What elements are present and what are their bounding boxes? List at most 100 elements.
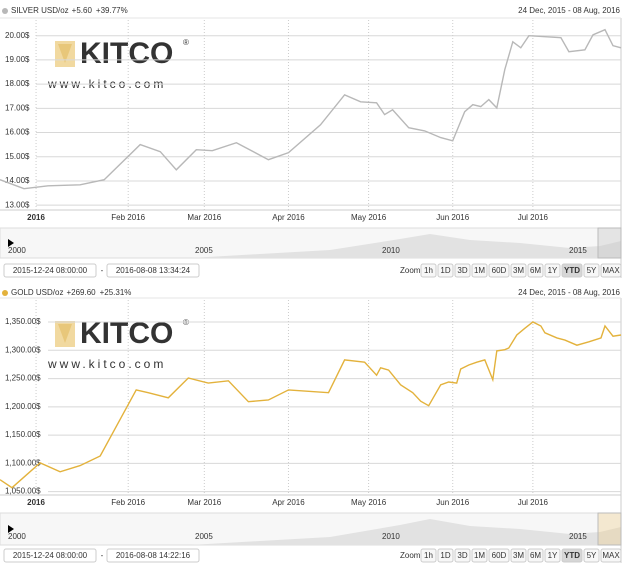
zoom-button-label: 5Y	[587, 266, 597, 275]
from-text: 2015-12-24 08:00:00	[13, 266, 88, 275]
watermark-mark: ®	[183, 38, 189, 47]
x-tick-label: Mar 2016	[187, 213, 221, 222]
navigator-label: 2015	[569, 246, 587, 255]
y-tick-label: 1,350.00$	[5, 317, 41, 326]
y-tick-label: 1,050.00$	[5, 487, 41, 496]
navigator-area	[190, 519, 621, 545]
price-line	[0, 28, 622, 190]
x-tick-label: Apr 2016	[272, 213, 305, 222]
zoom-button-label: 1Y	[548, 266, 558, 275]
x-tick-label: Jun 2016	[436, 213, 469, 222]
zoom-button[interactable]	[544, 263, 561, 278]
zoom-button-label: 1M	[474, 266, 485, 275]
to-input[interactable]	[106, 263, 200, 278]
watermark-brand: KITCO	[80, 37, 173, 70]
separator: -	[101, 551, 104, 560]
zoom-button-label: 6M	[530, 551, 541, 560]
zoom-button[interactable]	[488, 548, 510, 563]
zoom-button[interactable]	[420, 548, 437, 563]
zoom-button[interactable]	[471, 263, 488, 278]
x-tick-label: Jul 2016	[518, 498, 549, 507]
x-tick-label: Jun 2016	[436, 498, 469, 507]
x-tick-label: Mar 2016	[187, 498, 221, 507]
zoom-button-label: 1M	[474, 551, 485, 560]
separator: -	[101, 266, 104, 275]
from-input[interactable]	[3, 263, 97, 278]
y-tick-label: 15.00$	[5, 152, 30, 161]
zoom-label: Zoom:	[400, 266, 423, 275]
zoom-button-label: 1h	[424, 266, 433, 275]
y-tick-label: 13.00$	[5, 200, 30, 209]
zoom-button-label: 6M	[530, 266, 541, 275]
navigator-window[interactable]	[597, 512, 622, 546]
legend-dot	[2, 8, 8, 14]
y-tick-label: 1,300.00$	[5, 345, 41, 354]
y-tick-label: 1,100.00$	[5, 458, 41, 467]
zoom-button-label: 60D	[492, 266, 507, 275]
x-tick-label: Feb 2016	[111, 213, 145, 222]
change: +269.60	[66, 288, 96, 297]
y-tick-label: 14.00$	[5, 176, 30, 185]
price-line	[0, 321, 622, 489]
navigator-label: 2005	[195, 246, 213, 255]
logo-icon	[58, 324, 72, 343]
zoom-button[interactable]	[488, 263, 510, 278]
zoom-button[interactable]	[561, 263, 583, 278]
logo-icon	[58, 44, 72, 63]
to-text: 2016-08-08 13:34:24	[116, 266, 191, 275]
play-button[interactable]	[8, 239, 14, 247]
x-tick-label: May 2016	[351, 213, 387, 222]
zoom-button[interactable]	[583, 263, 600, 278]
from-input[interactable]	[3, 548, 97, 563]
navigator-label: 2015	[569, 532, 587, 541]
zoom-button[interactable]	[600, 548, 622, 563]
change: +5.60	[72, 6, 93, 15]
zoom-button[interactable]	[583, 548, 600, 563]
x-tick-label: Apr 2016	[272, 498, 305, 507]
zoom-button[interactable]	[510, 548, 527, 563]
y-tick-label: 1,150.00$	[5, 430, 41, 439]
x-tick-label: 2016	[27, 213, 45, 222]
zoom-button-label: 3M	[513, 266, 524, 275]
y-tick-label: 19.00$	[5, 55, 30, 64]
zoom-button[interactable]	[437, 263, 454, 278]
change-pct: +39.77%	[96, 6, 128, 15]
to-text: 2016-08-08 14:22:16	[116, 551, 191, 560]
zoom-button-label: 3M	[513, 551, 524, 560]
zoom-button-label: 5Y	[587, 551, 597, 560]
zoom-button-label: 1D	[440, 266, 450, 275]
zoom-button[interactable]	[471, 548, 488, 563]
watermark-mark: ®	[183, 318, 189, 327]
change-pct: +25.31%	[100, 288, 132, 297]
x-tick-label: May 2016	[351, 498, 387, 507]
to-input[interactable]	[106, 548, 200, 563]
x-tick-label: Feb 2016	[111, 498, 145, 507]
zoom-button[interactable]	[454, 263, 471, 278]
zoom-button-label: 1h	[424, 551, 433, 560]
zoom-button-label: MAX	[602, 551, 620, 560]
date-range: 24 Dec, 2015 - 08 Aug, 2016	[518, 6, 620, 15]
play-button[interactable]	[8, 525, 14, 533]
zoom-button[interactable]	[510, 263, 527, 278]
zoom-button-label: YTD	[564, 551, 580, 560]
navigator-label: 2000	[8, 246, 26, 255]
zoom-button[interactable]	[437, 548, 454, 563]
zoom-button[interactable]	[544, 548, 561, 563]
watermark-url: www.kitco.com	[47, 357, 166, 371]
zoom-button-label: 1D	[440, 551, 450, 560]
from-text: 2015-12-24 08:00:00	[13, 551, 88, 560]
zoom-button-label: MAX	[602, 266, 620, 275]
zoom-button[interactable]	[527, 548, 544, 563]
zoom-button-label: 3D	[457, 551, 467, 560]
zoom-button[interactable]	[527, 263, 544, 278]
y-tick-label: 17.00$	[5, 103, 30, 112]
zoom-button-label: 3D	[457, 266, 467, 275]
zoom-button[interactable]	[420, 263, 437, 278]
zoom-button[interactable]	[561, 548, 583, 563]
y-tick-label: 1,200.00$	[5, 402, 41, 411]
zoom-button[interactable]	[600, 263, 622, 278]
chart-title: GOLD USD/oz	[11, 288, 63, 297]
zoom-button[interactable]	[454, 548, 471, 563]
navigator-window[interactable]	[597, 227, 622, 259]
